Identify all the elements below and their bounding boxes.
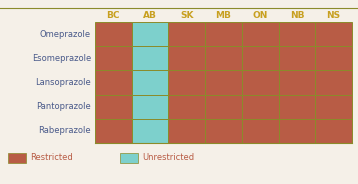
Bar (205, 46, 242, 70)
Bar (132, 95, 168, 119)
Text: Lansoprazole: Lansoprazole (35, 78, 91, 87)
Bar (168, 22, 205, 46)
Bar (120, 153, 138, 163)
Bar (242, 70, 279, 95)
Bar (168, 119, 205, 143)
Bar (279, 70, 315, 95)
Bar (95, 46, 132, 70)
Bar (315, 46, 352, 70)
Bar (279, 119, 315, 143)
Text: ON: ON (252, 10, 268, 20)
Bar (242, 46, 279, 70)
Bar (168, 95, 205, 119)
Bar (315, 95, 352, 119)
Bar (242, 22, 279, 46)
Bar (132, 70, 168, 95)
Bar (205, 119, 242, 143)
Text: BC: BC (107, 10, 120, 20)
Bar (279, 46, 315, 70)
Bar (8, 153, 26, 163)
Bar (132, 46, 168, 70)
Text: AB: AB (143, 10, 157, 20)
Bar (315, 119, 352, 143)
Bar (168, 70, 205, 95)
Text: Pantoprazole: Pantoprazole (36, 102, 91, 111)
Bar (279, 22, 315, 46)
Text: NS: NS (326, 10, 341, 20)
Text: Omeprazole: Omeprazole (40, 30, 91, 39)
Text: Esomeprazole: Esomeprazole (32, 54, 91, 63)
Bar (315, 22, 352, 46)
Bar (242, 95, 279, 119)
Text: MB: MB (216, 10, 231, 20)
Bar (132, 22, 168, 46)
Bar (205, 70, 242, 95)
Text: Unrestricted: Unrestricted (142, 153, 194, 162)
Bar (205, 95, 242, 119)
Text: NB: NB (290, 10, 304, 20)
Text: Restricted: Restricted (30, 153, 73, 162)
Bar (279, 95, 315, 119)
Bar (315, 70, 352, 95)
Bar (95, 70, 132, 95)
Text: Rabeprazole: Rabeprazole (38, 126, 91, 135)
Text: SK: SK (180, 10, 194, 20)
Bar (95, 22, 132, 46)
Bar (205, 22, 242, 46)
Bar (95, 95, 132, 119)
Bar (132, 119, 168, 143)
Bar (168, 46, 205, 70)
Bar (242, 119, 279, 143)
Bar (95, 119, 132, 143)
